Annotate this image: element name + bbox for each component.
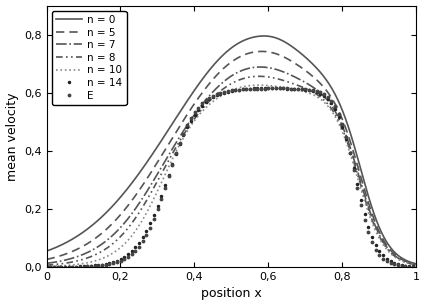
Legend: n = 0, n = 5, n = 7, n = 8, n = 10, n = 14, E: n = 0, n = 5, n = 7, n = 8, n = 10, n = … <box>52 11 127 105</box>
Y-axis label: mean velocity: mean velocity <box>6 92 19 181</box>
X-axis label: position x: position x <box>201 287 262 300</box>
